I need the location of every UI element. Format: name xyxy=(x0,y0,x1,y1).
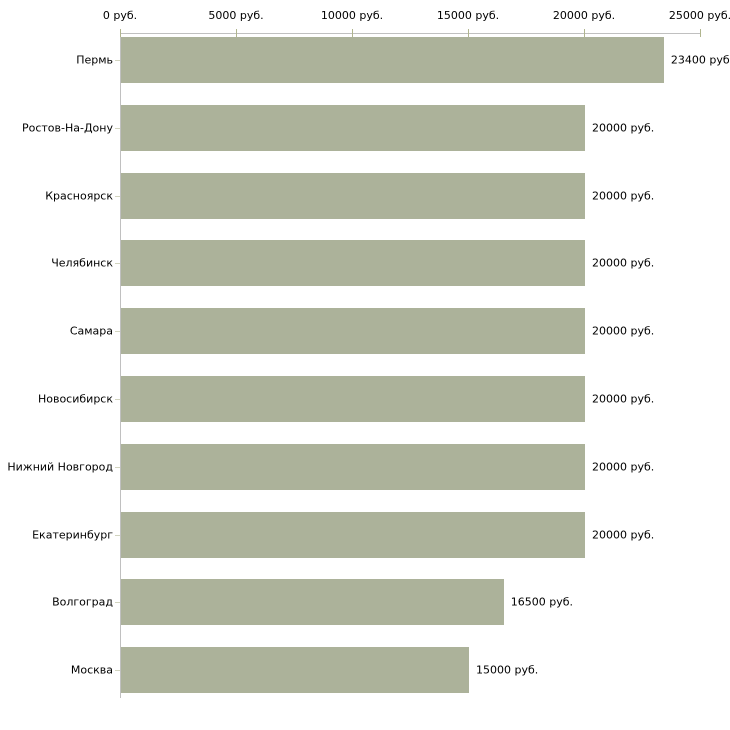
x-axis-tick-label: 10000 руб. xyxy=(320,9,384,22)
x-axis-tick-label: 0 руб. xyxy=(102,9,138,22)
bar xyxy=(121,579,504,626)
bar xyxy=(121,443,585,490)
value-label: 23400 руб. xyxy=(670,53,730,67)
value-label: 20000 руб. xyxy=(592,528,655,542)
bar xyxy=(121,240,585,287)
y-axis-tick-mark xyxy=(115,196,120,197)
y-axis-tick-mark xyxy=(115,399,120,400)
category-label: Нижний Новгород xyxy=(7,460,113,474)
value-label: 20000 руб. xyxy=(592,121,655,135)
bar xyxy=(121,308,585,355)
value-label: 20000 руб. xyxy=(592,392,655,406)
x-axis-tick-label: 5000 руб. xyxy=(208,9,264,22)
y-axis-tick-mark xyxy=(115,60,120,61)
x-axis-tick-mark xyxy=(352,29,353,37)
y-axis-tick-mark xyxy=(115,467,120,468)
bar xyxy=(121,376,585,422)
value-label: 16500 руб. xyxy=(510,595,574,609)
category-label: Екатеринбург xyxy=(32,528,113,542)
x-axis-tick-mark xyxy=(236,29,237,37)
value-label: 20000 руб. xyxy=(592,256,655,270)
y-axis-tick-mark xyxy=(115,535,120,536)
value-label: 20000 руб. xyxy=(592,324,655,338)
y-axis-tick-mark xyxy=(115,670,120,671)
bar xyxy=(121,37,664,83)
category-label: Челябинск xyxy=(51,256,113,270)
x-axis-tick-label: 15000 руб. xyxy=(436,9,500,22)
category-label: Красноярск xyxy=(45,189,113,203)
x-axis-tick-mark xyxy=(700,29,701,37)
x-axis-line xyxy=(120,33,701,34)
y-axis-tick-mark xyxy=(115,263,120,264)
x-axis-tick-label: 25000 руб. xyxy=(668,9,730,22)
value-label: 20000 руб. xyxy=(592,460,655,474)
x-axis-tick-mark xyxy=(120,29,121,37)
category-label: Пермь xyxy=(76,53,113,67)
bar xyxy=(121,647,469,694)
y-axis-line xyxy=(120,33,121,698)
x-axis-tick-label: 20000 руб. xyxy=(552,9,616,22)
value-label: 20000 руб. xyxy=(592,189,655,203)
category-label: Самара xyxy=(69,324,113,338)
bar xyxy=(121,511,585,558)
category-label: Волгоград xyxy=(52,595,113,609)
x-axis-tick-mark xyxy=(584,29,585,37)
category-label: Новосибирск xyxy=(37,392,113,406)
y-axis-tick-mark xyxy=(115,331,120,332)
x-axis-tick-mark xyxy=(468,29,469,37)
y-axis-tick-mark xyxy=(115,128,120,129)
category-label: Москва xyxy=(70,663,113,677)
category-label: Ростов-На-Дону xyxy=(21,121,113,135)
bar xyxy=(121,172,585,219)
value-label: 15000 руб. xyxy=(476,663,539,677)
bar xyxy=(121,104,585,151)
y-axis-tick-mark xyxy=(115,602,120,603)
